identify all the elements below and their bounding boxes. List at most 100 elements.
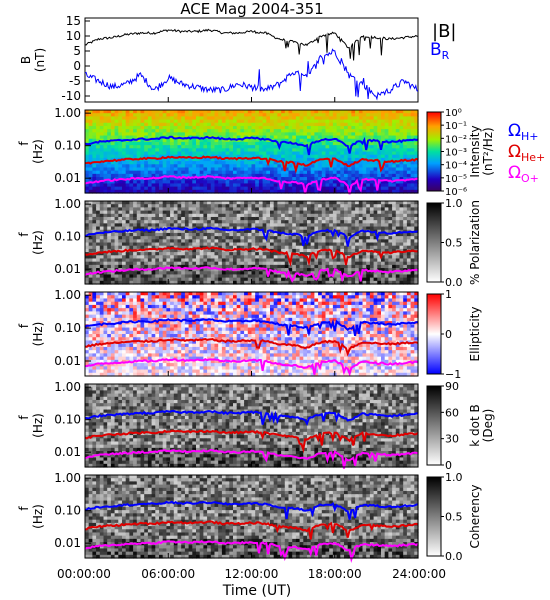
heatmap-cell [325, 113, 330, 117]
heatmap-cell [406, 280, 412, 285]
heatmap-cell [233, 245, 238, 250]
heatmap-cell [258, 245, 264, 250]
heatmap-cell [329, 151, 334, 156]
heatmap-cell [295, 119, 301, 124]
heatmap-cell [140, 210, 145, 215]
heatmap-cell [173, 151, 179, 156]
heatmap-cell [107, 274, 112, 279]
heatmap-cell [369, 161, 375, 165]
heatmap-cell [344, 280, 349, 285]
heatmap-cell [229, 116, 234, 121]
heatmap-cell [366, 223, 371, 228]
heatmap-cell [114, 301, 119, 306]
heatmap-cell [203, 145, 208, 149]
heatmap-cell [325, 277, 330, 282]
heatmap-cell [110, 350, 116, 354]
heatmap-cell [114, 154, 119, 159]
heatmap-cell [118, 189, 123, 194]
heatmap-cell [225, 236, 230, 240]
heatmap-cell [270, 145, 275, 149]
heatmap-cell [177, 138, 182, 143]
heatmap-cell [192, 186, 197, 191]
heatmap-cell [114, 116, 119, 121]
heatmap-cell [392, 189, 397, 194]
heatmap-cell [199, 113, 204, 117]
heatmap-cell [99, 314, 105, 319]
heatmap-cell [318, 113, 323, 117]
heatmap-cell [358, 151, 364, 156]
heatmap-cell [229, 170, 234, 175]
heatmap-cell [192, 119, 197, 124]
heatmap-cell [125, 186, 130, 191]
heatmap-cell [244, 110, 249, 114]
heatmap-cell [188, 264, 193, 269]
heatmap-cell [162, 129, 167, 133]
heatmap-cell [273, 223, 278, 228]
heatmap-cell [381, 245, 386, 250]
heatmap-cell [221, 154, 227, 159]
heatmap-cell [99, 264, 105, 269]
heatmap-cell [133, 258, 138, 263]
heatmap-cell [258, 236, 264, 240]
heatmap-cell [321, 151, 327, 156]
heatmap-cell [414, 122, 419, 127]
heatmap-cell [173, 125, 179, 130]
heatmap-cell [377, 132, 382, 137]
heatmap-cell [295, 245, 301, 250]
heatmap-cell [162, 161, 167, 165]
heatmap-cell [184, 125, 190, 130]
heatmap-cell [299, 248, 304, 253]
heatmap-cell [358, 154, 364, 159]
heatmap-cell [151, 164, 156, 169]
heatmap-cell [210, 216, 216, 221]
heatmap-cell [92, 135, 97, 140]
heatmap-cell [92, 314, 97, 319]
heatmap-cell [284, 125, 290, 130]
heatmap-cell [210, 242, 216, 247]
heatmap-cell [362, 216, 367, 221]
heatmap-cell [381, 261, 386, 266]
heatmap-cell [136, 170, 142, 175]
heatmap-cell [136, 154, 142, 159]
heatmap-cell [236, 148, 241, 153]
heatmap-cell [284, 229, 290, 234]
heatmap-cell [255, 268, 260, 272]
heatmap-cell [92, 369, 97, 374]
heatmap-cell [277, 258, 282, 263]
heatmap-cell [214, 170, 219, 175]
heatmap-cell [85, 321, 90, 325]
heatmap-cell [151, 113, 156, 117]
heatmap-cell [388, 207, 393, 212]
heatmap-cell [295, 216, 301, 221]
heatmap-cell [92, 173, 97, 178]
heatmap-cell [92, 220, 97, 224]
heatmap-cell [406, 183, 412, 188]
heatmap-cell [355, 151, 360, 156]
heatmap-cell [355, 258, 360, 263]
heatmap-cell [336, 242, 341, 247]
heatmap-cell [344, 110, 349, 114]
heatmap-cell [166, 110, 171, 114]
heatmap-cell [395, 258, 401, 263]
heatmap-cell [288, 138, 293, 143]
heatmap-cell [403, 148, 408, 153]
heatmap-cell [307, 119, 312, 124]
heatmap-cell [147, 261, 153, 266]
heatmap-cell [196, 116, 201, 121]
heatmap-cell [270, 110, 275, 114]
heatmap-cell [358, 119, 364, 124]
heatmap-cell [362, 161, 367, 165]
heatmap-cell [321, 236, 327, 240]
heatmap-cell [103, 201, 108, 205]
heatmap-cell [214, 167, 219, 172]
heatmap-cell [203, 258, 208, 263]
heatmap-cell [340, 122, 345, 127]
heatmap-cell [403, 173, 408, 178]
heatmap-cell [96, 207, 101, 212]
heatmap-cell [110, 186, 116, 191]
heatmap-cell [292, 122, 297, 127]
heatmap-cell [140, 138, 145, 143]
heatmap-cell [96, 173, 101, 178]
heatmap-cell [107, 308, 112, 312]
heatmap-cell [240, 242, 245, 247]
